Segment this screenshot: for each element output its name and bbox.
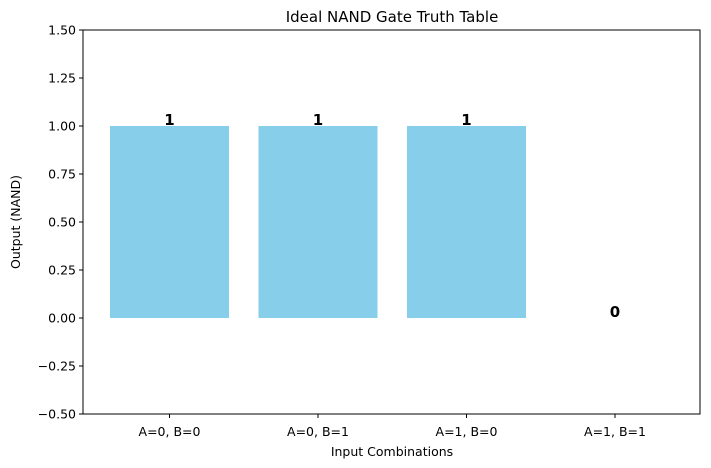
bar-value-label: 1 bbox=[164, 111, 174, 129]
y-tick-label: −0.25 bbox=[38, 359, 76, 374]
y-tick-label: 0.25 bbox=[48, 263, 76, 278]
y-tick-label: 1.50 bbox=[48, 23, 76, 38]
bar-value-label: 0 bbox=[610, 303, 620, 321]
y-tick-label: −0.50 bbox=[38, 407, 76, 422]
bar bbox=[110, 126, 229, 318]
x-tick-label: A=1, B=0 bbox=[436, 424, 498, 439]
bar-value-label: 1 bbox=[461, 111, 471, 129]
y-axis-label: Output (NAND) bbox=[8, 175, 23, 269]
y-tick-label: 0.75 bbox=[48, 167, 76, 182]
y-tick-label: 1.00 bbox=[48, 119, 76, 134]
y-tick-label: 0.50 bbox=[48, 215, 76, 230]
bar-value-label: 1 bbox=[313, 111, 323, 129]
x-tick-label: A=1, B=1 bbox=[584, 424, 646, 439]
bar bbox=[407, 126, 526, 318]
plot-area-frame bbox=[82, 29, 701, 415]
x-tick-label: A=0, B=0 bbox=[139, 424, 201, 439]
x-axis-label: Input Combinations bbox=[331, 444, 453, 459]
y-tick-label: 0.00 bbox=[48, 311, 76, 326]
bar bbox=[258, 126, 378, 318]
chart-title: Ideal NAND Gate Truth Table bbox=[286, 8, 499, 26]
y-tick-label: 1.25 bbox=[48, 71, 76, 86]
x-tick-label: A=0, B=1 bbox=[287, 424, 349, 439]
